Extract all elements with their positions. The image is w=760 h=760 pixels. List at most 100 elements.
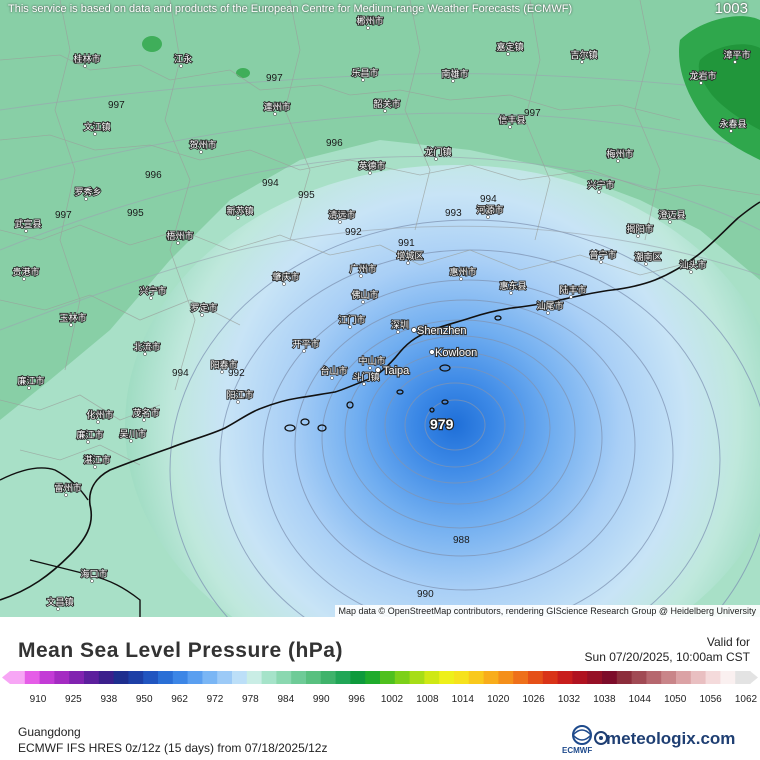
town-label[interactable]: 漳平市: [723, 48, 752, 62]
town-label[interactable]: 梅州市: [606, 147, 635, 161]
town-label[interactable]: 普宁市: [589, 248, 618, 262]
isobar-label: 992: [228, 368, 245, 379]
town-label[interactable]: 罗秀乡: [74, 185, 103, 199]
town-label[interactable]: 阳春市: [210, 358, 239, 372]
pressure-map[interactable]: 997 996 997 995 994 995 996 997 993 994 992 991 997 9…: [0, 0, 760, 617]
town-label[interactable]: 佛山市: [351, 288, 380, 302]
town-label[interactable]: 澄迈县: [658, 208, 687, 222]
colorbar-swatch: [98, 671, 115, 684]
colorbar-swatch: [424, 671, 440, 684]
town-label[interactable]: 乐昌市: [351, 66, 380, 80]
town-marker: [644, 262, 648, 266]
town-marker: [546, 311, 550, 315]
town-marker: [129, 439, 133, 443]
colorbar-arrow-left: [2, 671, 10, 684]
town-label[interactable]: 陆丰市: [559, 283, 588, 297]
colorbar-swatch: [232, 671, 248, 684]
town-label[interactable]: 湛江市: [83, 453, 112, 467]
colorbar-swatch: [202, 671, 218, 684]
town-label[interactable]: 河源市: [476, 203, 505, 217]
map-attribution[interactable]: Map data © OpenStreetMap contributors, r…: [334, 605, 760, 617]
town-label[interactable]: 贵港市: [12, 265, 41, 279]
town-label[interactable]: 北流市: [133, 340, 162, 354]
town-label[interactable]: 連州市: [263, 100, 292, 114]
town-label[interactable]: 肇庆市: [272, 270, 301, 284]
town-marker: [729, 129, 733, 133]
islands: [284, 315, 502, 432]
meteologix-brand[interactable]: meteologix.com: [606, 729, 736, 748]
city-shenzhen[interactable]: Shenzhen: [416, 324, 468, 338]
town-label[interactable]: 永春县: [719, 117, 748, 131]
town-label[interactable]: 文江镇: [83, 120, 112, 134]
town-label[interactable]: 广州市: [349, 262, 378, 276]
town-label[interactable]: 龙门镇: [424, 145, 453, 159]
town-label[interactable]: 梧州市: [166, 229, 195, 243]
town-label[interactable]: 深圳: [390, 319, 410, 332]
town-label[interactable]: 惠东县: [499, 279, 528, 293]
town-label[interactable]: 英德市: [358, 159, 387, 173]
town-label[interactable]: 揭阳市: [626, 222, 655, 236]
town-label[interactable]: 海口市: [80, 567, 109, 581]
town-label[interactable]: 斗门镇: [352, 370, 381, 384]
isobar-label: 997: [266, 73, 283, 84]
town-label[interactable]: 江永: [173, 52, 193, 66]
town-label[interactable]: 惠州市: [449, 265, 478, 279]
town-label[interactable]: 中山市: [358, 354, 387, 368]
town-label[interactable]: 嘉定镇: [496, 40, 525, 54]
town-label[interactable]: 化州市: [86, 408, 115, 422]
city-kowloon[interactable]: Kowloon: [434, 346, 478, 360]
town-label[interactable]: 贺州市: [189, 138, 218, 152]
town-label[interactable]: 增城区: [396, 249, 425, 263]
colorbar-swatch: [557, 671, 573, 684]
colorbar-swatch: [39, 671, 55, 684]
town-label[interactable]: 江门市: [338, 313, 367, 327]
town-label[interactable]: 南雄市: [441, 67, 470, 81]
town-label[interactable]: 阳江市: [226, 388, 255, 402]
isobar-label: 997: [55, 210, 72, 221]
town-label[interactable]: 韶关市: [373, 97, 402, 111]
town-label[interactable]: 廉江市: [76, 428, 105, 442]
town-marker: [348, 325, 352, 329]
town-label[interactable]: 雷州市: [54, 481, 83, 495]
town-label[interactable]: 新苏镇: [226, 204, 255, 218]
town-marker: [90, 579, 94, 583]
town-label[interactable]: 廉江市: [17, 374, 46, 388]
ecmwf-logo-icon: [572, 725, 592, 745]
town-label[interactable]: 吴川市: [119, 427, 148, 441]
town-label[interactable]: 玉林市: [59, 311, 88, 325]
town-label[interactable]: 桂林市: [73, 52, 102, 66]
town-label[interactable]: 兴宁市: [587, 178, 616, 192]
town-marker: [176, 241, 180, 245]
isobar-label: 996: [145, 170, 162, 181]
town-label[interactable]: 吉尔镇: [570, 48, 599, 62]
ecmwf-disclaimer: This service is based on data and produc…: [8, 3, 573, 15]
colorbar-swatch: [720, 671, 736, 684]
town-label[interactable]: 龙岩市: [689, 69, 718, 83]
town-label[interactable]: 清远市: [328, 208, 357, 222]
town-label[interactable]: 潮南区: [634, 250, 663, 264]
town-label[interactable]: 郴州市: [356, 14, 385, 28]
town-marker: [599, 260, 603, 264]
town-label[interactable]: 兴宁市: [139, 284, 168, 298]
region-name: Guangdong: [18, 725, 81, 739]
town-marker: [434, 157, 438, 161]
valid-label: Valid for: [706, 635, 750, 649]
isobars-land: [0, 73, 760, 331]
town-label[interactable]: 开平市: [292, 337, 321, 351]
town-marker: [86, 440, 90, 444]
city-markers: Shenzhen Kowloon Taipa: [375, 324, 478, 378]
town-label[interactable]: 信丰县: [498, 113, 527, 127]
town-label[interactable]: 台山市: [320, 364, 349, 378]
town-label[interactable]: 汕尾市: [536, 299, 565, 313]
colorbar-swatch: [143, 671, 159, 684]
town-label[interactable]: 汕头市: [679, 258, 708, 272]
town-label[interactable]: 罗定市: [190, 301, 219, 315]
town-label[interactable]: 文昌镇: [46, 595, 75, 609]
colorbar-swatch: [528, 671, 544, 684]
town-label[interactable]: 茂名市: [132, 406, 161, 420]
town-marker: [368, 171, 372, 175]
city-taipa[interactable]: Taipa: [382, 364, 411, 378]
colorbar-swatch: [320, 671, 337, 684]
town-label[interactable]: 武宣县: [14, 217, 43, 231]
town-marker: [733, 60, 737, 64]
